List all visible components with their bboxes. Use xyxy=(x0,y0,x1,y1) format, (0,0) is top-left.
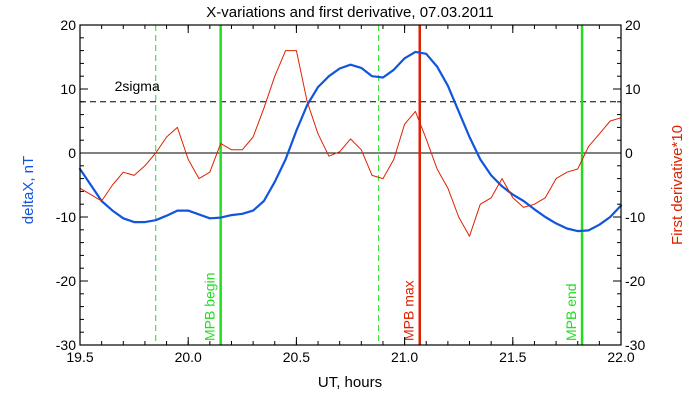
vline-label-mpb_end: MPB end xyxy=(563,283,579,341)
chart-title: X-variations and first derivative, 07.03… xyxy=(206,4,493,21)
x-axis-title: UT, hours xyxy=(318,374,382,391)
y-tick-label-right: -30 xyxy=(625,337,645,353)
vline-label-mpb_begin: MPB begin xyxy=(202,273,218,341)
left-axis-title: deltaX, nT xyxy=(20,156,37,224)
data-series xyxy=(78,50,623,237)
hline-label-two_sigma: 2sigma xyxy=(115,78,160,94)
x-tick-label: 22.0 xyxy=(607,349,634,365)
y-tick-label-right: -20 xyxy=(625,273,645,289)
y-tick-label-right: 10 xyxy=(625,81,641,97)
y-tick-label-right: 20 xyxy=(625,17,641,33)
series-line-deltaX xyxy=(78,50,623,233)
x-tick-label: 19.5 xyxy=(66,349,93,365)
vline-label-mpb_max: MPB max xyxy=(401,280,417,341)
annotations: 2sigma MPB begin MPB max MPB end xyxy=(115,78,579,341)
plot-frame xyxy=(79,24,622,346)
reference-lines xyxy=(80,101,621,154)
tick-labels: 19.5 20.0 20.5 21.0 21.5 22.0 20 20 10 10 0 0 -10 -10… xyxy=(56,17,646,365)
y-tick-label-left: -20 xyxy=(56,273,76,289)
vertical-markers xyxy=(155,25,584,345)
y-tick-label-left: 10 xyxy=(60,81,76,97)
x-tick-label: 20.5 xyxy=(283,349,310,365)
series-line-derivative xyxy=(79,50,622,237)
y-tick-label-left: 0 xyxy=(68,145,76,161)
y-tick-label-left: -10 xyxy=(56,209,76,225)
x-tick-label: 21.5 xyxy=(499,349,526,365)
x-tick-label: 21.0 xyxy=(391,349,418,365)
y-tick-label-left: -30 xyxy=(56,337,76,353)
x-tick-label: 20.0 xyxy=(175,349,202,365)
y-tick-label-right: -10 xyxy=(625,209,645,225)
tick-marks xyxy=(79,24,622,346)
y-tick-label-left: 20 xyxy=(60,17,76,33)
right-axis-title: First derivative*10 xyxy=(669,125,686,245)
y-tick-label-right: 0 xyxy=(625,145,633,161)
